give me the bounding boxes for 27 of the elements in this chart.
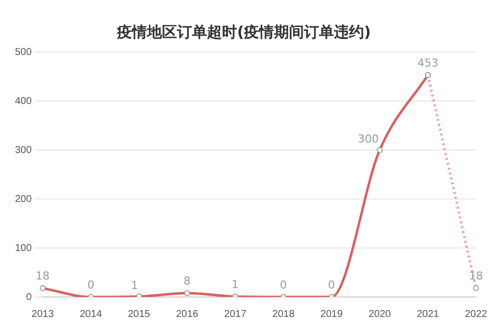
x-tick-label: 2019 bbox=[320, 308, 344, 320]
x-tick-label: 2014 bbox=[80, 308, 102, 320]
y-tick-label: 500 bbox=[14, 46, 32, 58]
x-tick-label: 2016 bbox=[176, 308, 199, 320]
y-tick-label: 0 bbox=[26, 292, 32, 303]
data-label: 0 bbox=[87, 278, 94, 292]
x-tick-label: 2020 bbox=[368, 308, 392, 320]
data-label: 18 bbox=[36, 270, 50, 283]
y-tick-label: 100 bbox=[14, 242, 32, 254]
x-tick-label: 2018 bbox=[272, 308, 295, 320]
chart-title: 疫情地区订单超时(疫情期间订单违约) bbox=[116, 22, 371, 41]
data-label: 1 bbox=[232, 278, 239, 291]
data-label: 1 bbox=[130, 278, 138, 292]
y-tick-label: 200 bbox=[14, 194, 32, 205]
x-tick-label: 2021 bbox=[416, 308, 440, 320]
data-label: 0 bbox=[328, 278, 336, 292]
y-tick-label: 400 bbox=[14, 96, 32, 107]
x-tick-label: 2015 bbox=[128, 308, 151, 320]
x-tick-label: 2022 bbox=[464, 308, 488, 320]
x-tick-label: 2013 bbox=[32, 308, 54, 320]
data-label: 0 bbox=[280, 278, 287, 292]
x-tick-label: 2017 bbox=[224, 308, 247, 320]
data-label: 453 bbox=[417, 56, 438, 70]
y-tick-label: 300 bbox=[14, 144, 32, 156]
data-label: 300 bbox=[358, 132, 379, 146]
data-label: 18 bbox=[469, 270, 483, 283]
data-label: 8 bbox=[184, 274, 191, 288]
